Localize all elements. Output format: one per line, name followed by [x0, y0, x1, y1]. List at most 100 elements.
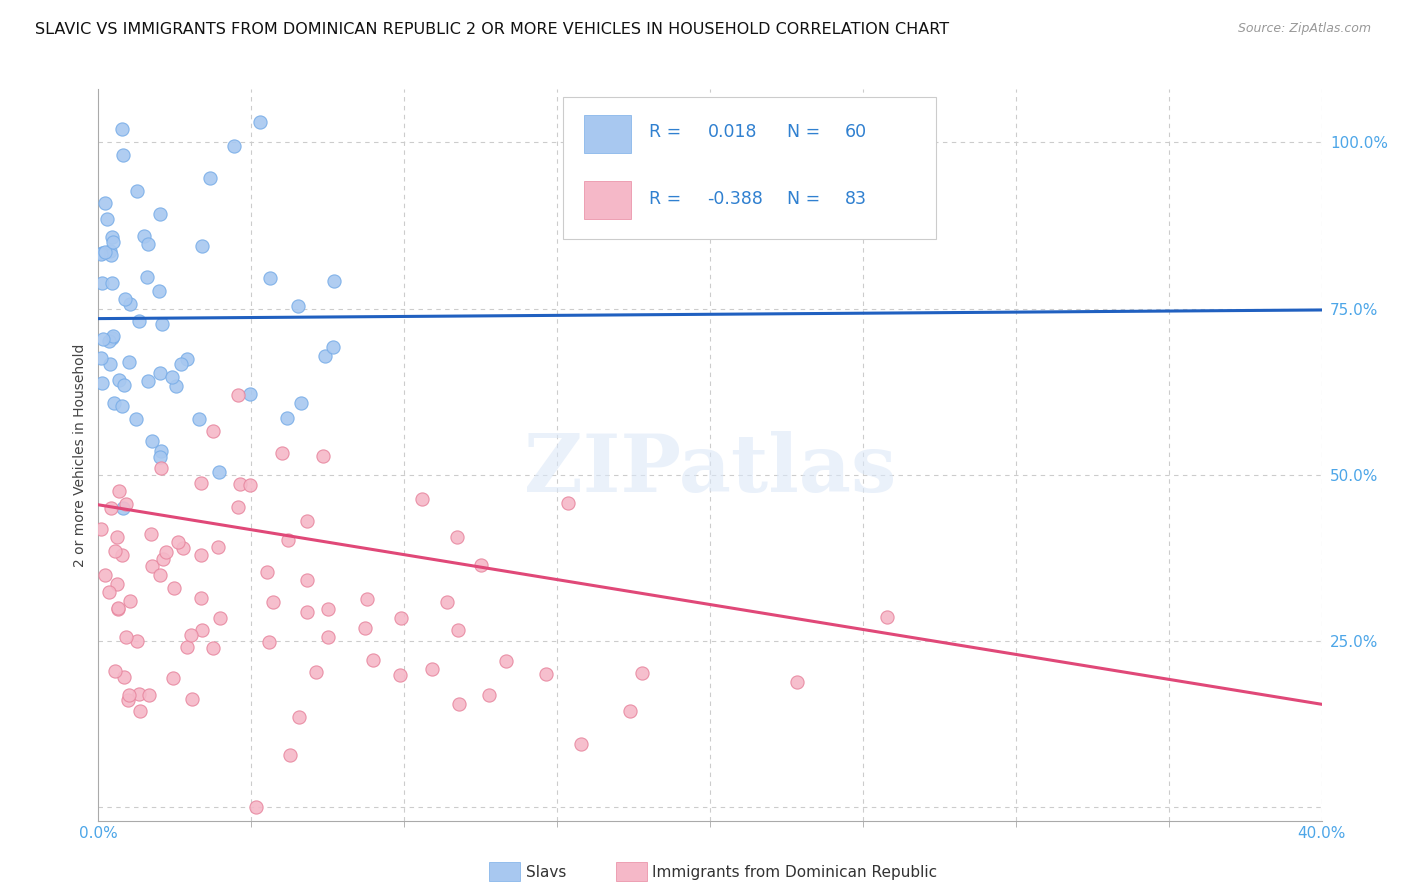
Point — [138, 688, 160, 702]
Point — [176, 640, 198, 654]
Point — [98, 244, 121, 258]
Text: N =: N = — [787, 190, 825, 208]
Point — [101, 331, 124, 345]
Point — [128, 686, 150, 700]
Point — [245, 800, 267, 814]
Point — [226, 388, 249, 402]
Point — [103, 329, 125, 343]
Point — [446, 530, 468, 544]
Point — [226, 500, 249, 514]
Point — [172, 541, 194, 556]
Point — [165, 378, 187, 392]
Point — [422, 661, 444, 675]
Point — [446, 623, 468, 637]
Point — [363, 653, 385, 667]
FancyBboxPatch shape — [564, 96, 936, 239]
Point — [107, 372, 129, 386]
Point — [104, 664, 127, 678]
Point — [112, 377, 135, 392]
Point — [112, 670, 135, 684]
Point — [152, 552, 174, 566]
FancyBboxPatch shape — [583, 180, 630, 219]
FancyBboxPatch shape — [583, 115, 630, 153]
Point — [105, 530, 128, 544]
Text: ZIPatlas: ZIPatlas — [524, 431, 896, 508]
Point — [111, 501, 134, 516]
Point — [90, 247, 112, 261]
Point — [280, 747, 302, 762]
Point — [125, 412, 148, 426]
Point — [312, 449, 335, 463]
Point — [111, 548, 134, 562]
Y-axis label: 2 or more Vehicles in Household: 2 or more Vehicles in Household — [73, 343, 87, 566]
Point — [631, 665, 654, 680]
Point — [239, 387, 262, 401]
Point — [96, 211, 118, 226]
Point — [107, 484, 129, 499]
Point — [148, 284, 170, 298]
Point — [180, 627, 202, 641]
Point — [149, 461, 172, 475]
Point — [276, 411, 298, 425]
Text: R =: R = — [648, 190, 686, 208]
Point — [107, 601, 129, 615]
Point — [162, 671, 184, 685]
Point — [90, 246, 112, 260]
Text: Immigrants from Dominican Republic: Immigrants from Dominican Republic — [652, 865, 938, 880]
Point — [190, 548, 212, 562]
Point — [198, 170, 221, 185]
Text: Slavs: Slavs — [526, 865, 567, 880]
Point — [101, 277, 124, 291]
Point — [249, 115, 271, 129]
Point — [167, 534, 190, 549]
Point — [127, 184, 149, 198]
Point — [90, 351, 112, 365]
Point — [495, 655, 517, 669]
Point — [353, 621, 375, 635]
Point — [619, 704, 641, 718]
Point — [201, 424, 224, 438]
Point — [117, 688, 139, 702]
Text: R =: R = — [648, 123, 686, 141]
Point — [176, 351, 198, 366]
Point — [118, 296, 141, 310]
Point — [98, 357, 121, 371]
Point — [534, 666, 557, 681]
Point — [290, 396, 312, 410]
Point — [118, 355, 141, 369]
Point — [190, 591, 212, 605]
Point — [557, 496, 579, 510]
Point — [90, 376, 112, 390]
Point — [478, 688, 501, 702]
Point — [228, 476, 250, 491]
Point — [288, 710, 311, 724]
Point — [295, 605, 318, 619]
Point — [100, 501, 122, 516]
Point — [207, 465, 229, 479]
Point — [110, 399, 132, 413]
Point — [316, 630, 339, 644]
Point — [271, 446, 294, 460]
Point — [101, 235, 124, 249]
Point — [128, 704, 150, 718]
Point — [277, 533, 299, 548]
Point — [139, 527, 162, 541]
Point — [191, 239, 214, 253]
Text: Source: ZipAtlas.com: Source: ZipAtlas.com — [1237, 22, 1371, 36]
Point — [141, 434, 163, 449]
Point — [107, 601, 129, 615]
Point — [120, 594, 142, 608]
Point — [201, 641, 224, 656]
Point — [257, 635, 280, 649]
Point — [149, 450, 172, 465]
Point — [141, 559, 163, 574]
Point — [160, 370, 183, 384]
Point — [786, 675, 808, 690]
Point — [91, 276, 114, 290]
Point — [322, 340, 344, 354]
Point — [470, 558, 492, 572]
Point — [150, 443, 173, 458]
Point — [388, 667, 411, 681]
Point — [162, 581, 184, 595]
Point — [181, 691, 204, 706]
